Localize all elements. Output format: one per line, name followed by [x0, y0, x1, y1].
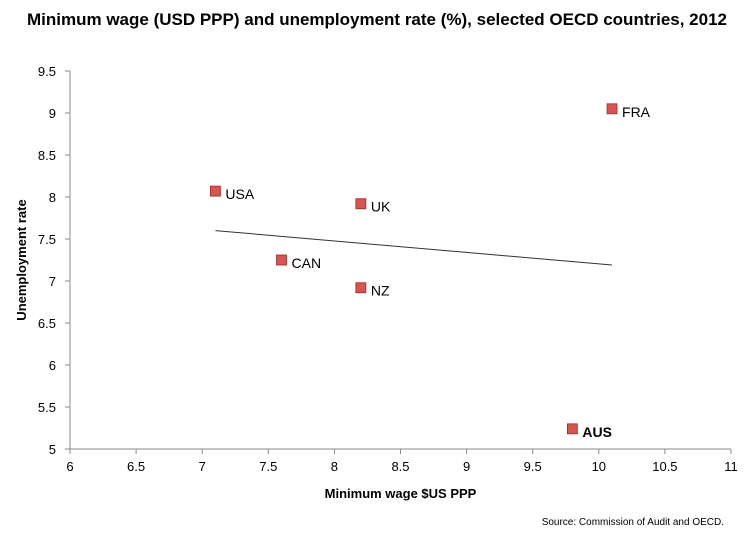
y-tick-label: 8.5	[38, 148, 56, 163]
point-label-can: CAN	[292, 255, 322, 271]
x-tick-label: 6	[66, 459, 73, 474]
x-tick-label: 8.5	[391, 459, 409, 474]
y-tick-label: 9	[49, 106, 56, 121]
x-tick-label: 6.5	[127, 459, 145, 474]
data-points: USA UK CAN NZ FRA AUS	[210, 103, 651, 440]
x-tick-label: 8	[331, 459, 338, 474]
trendline-group	[215, 230, 613, 266]
data-point-usa	[210, 185, 221, 197]
x-tick-label: 10.5	[652, 459, 677, 474]
x-axis-title: Minimum wage $US PPP	[325, 486, 477, 501]
y-tick-label: 7.5	[38, 232, 56, 247]
point-label-fra: FRA	[622, 104, 651, 120]
source-note: Source: Commission of Audit and OECD.	[541, 517, 724, 528]
y-tick-label: 7	[49, 274, 56, 289]
y-tick-label: 5	[49, 442, 56, 457]
y-axis-title: Unemployment rate	[14, 199, 29, 320]
data-point-fra	[606, 103, 618, 115]
trendline	[215, 230, 613, 266]
point-label-uk: UK	[371, 199, 391, 215]
y-tick-label: 8	[49, 190, 56, 205]
point-label-nz: NZ	[371, 283, 390, 299]
x-tick-label: 7	[199, 459, 206, 474]
tick-labels: 6 6.5 7 7.5 8 8.5 9 9.5 10 10.5 11 5 5.5 6 6.5 7 7.5 8 8.5…	[38, 64, 738, 474]
x-tick-label: 7.5	[259, 459, 277, 474]
x-tick-label: 11	[724, 459, 738, 474]
x-tick-label: 9	[463, 459, 470, 474]
y-tick-label: 5.5	[38, 400, 56, 415]
y-tick-label: 6	[49, 358, 56, 373]
point-label-usa: USA	[225, 186, 254, 202]
point-label-aus: AUS	[582, 424, 612, 440]
x-tick-label: 10	[592, 459, 606, 474]
data-point-aus	[566, 423, 578, 435]
data-point-can	[276, 254, 287, 266]
y-tick-label: 9.5	[38, 64, 56, 79]
chart-title: Minimum wage (USD PPP) and unemployment …	[27, 10, 727, 29]
data-point-nz	[355, 282, 367, 294]
axes	[65, 70, 732, 454]
data-point-uk	[355, 198, 367, 210]
x-tick-label: 9.5	[524, 459, 542, 474]
y-tick-label: 6.5	[38, 316, 56, 331]
